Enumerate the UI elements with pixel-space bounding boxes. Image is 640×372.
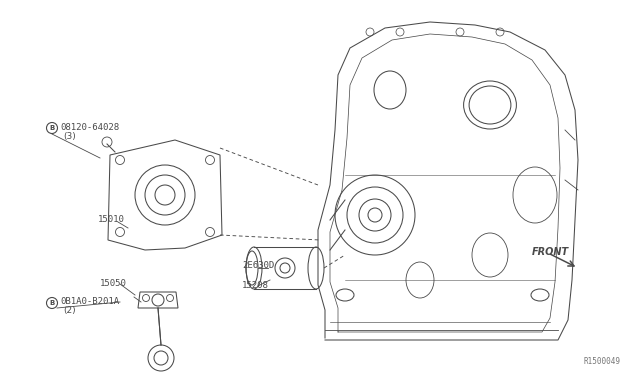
Text: 15208: 15208 [242, 282, 269, 291]
Text: 15050: 15050 [100, 279, 127, 289]
Text: B: B [49, 300, 54, 306]
Text: R1500049: R1500049 [583, 357, 620, 366]
Text: B: B [49, 125, 54, 131]
Text: 0B1A0-B201A: 0B1A0-B201A [60, 298, 119, 307]
Text: (2): (2) [63, 305, 76, 314]
Text: 15010: 15010 [98, 215, 125, 224]
Text: FRONT: FRONT [532, 247, 569, 257]
Text: 2E630D: 2E630D [242, 260, 275, 269]
Text: (3): (3) [63, 131, 76, 141]
Text: 08120-64028: 08120-64028 [60, 124, 119, 132]
